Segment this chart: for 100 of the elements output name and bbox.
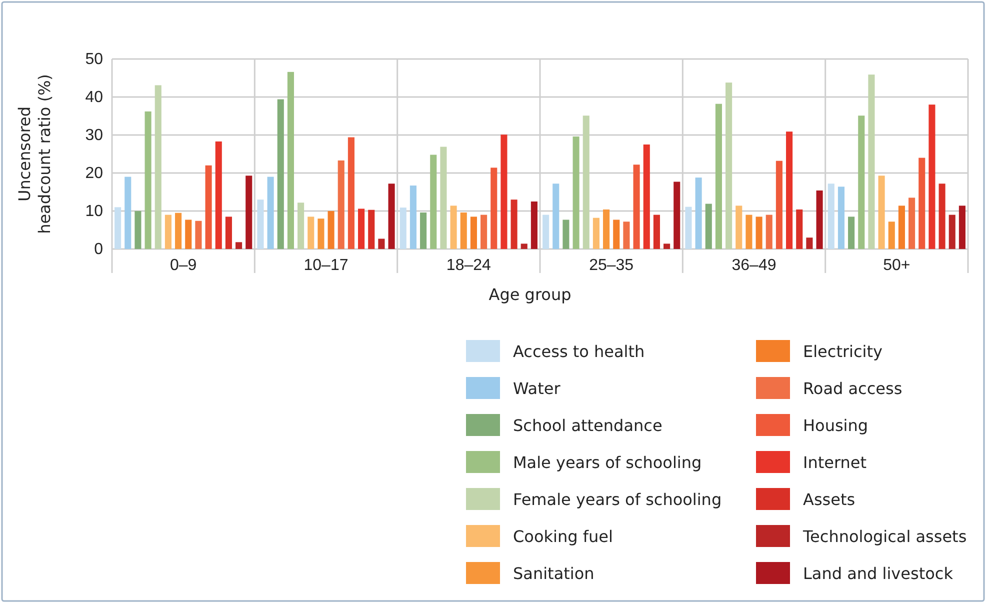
- legend-label: Female years of schooling: [513, 490, 722, 509]
- bar: [828, 184, 834, 249]
- bar: [603, 209, 610, 249]
- bar: [552, 184, 560, 249]
- bar: [246, 176, 252, 249]
- bar: [695, 178, 702, 249]
- bar: [633, 164, 640, 249]
- legend-label: Water: [513, 379, 561, 398]
- y-tick-label: 30: [85, 127, 104, 144]
- bar: [430, 154, 437, 249]
- bar: [440, 146, 447, 249]
- bar: [592, 218, 600, 249]
- bar: [400, 208, 406, 249]
- bar: [450, 206, 457, 249]
- bar: [938, 184, 946, 249]
- bar: [756, 216, 762, 249]
- bar: [562, 220, 570, 249]
- bar: [267, 176, 274, 249]
- bar: [185, 220, 192, 249]
- bar: [308, 216, 314, 249]
- x-tick-label: 36–49: [732, 257, 776, 274]
- bar: [582, 116, 590, 249]
- bar: [175, 212, 182, 249]
- bar: [225, 216, 232, 249]
- x-axis-title: Age group: [488, 285, 572, 304]
- bar: [164, 214, 172, 249]
- bar: [358, 208, 365, 249]
- y-tick-label: 50: [85, 51, 104, 68]
- y-tick-label: 0: [94, 241, 104, 258]
- bar: [410, 186, 416, 249]
- bar: [918, 158, 926, 249]
- bar: [674, 182, 680, 249]
- bar: [816, 190, 823, 249]
- bar: [287, 72, 294, 249]
- x-tick-label: 0–9: [170, 257, 197, 274]
- bar: [205, 165, 212, 249]
- bar: [510, 200, 518, 249]
- bar: [338, 160, 344, 249]
- bar: [500, 134, 508, 249]
- x-tick-label: 25–35: [589, 257, 634, 274]
- bar: [530, 202, 538, 249]
- bar: [388, 184, 395, 249]
- bar: [736, 206, 742, 249]
- bar: [215, 141, 222, 249]
- legend-label: School attendance: [513, 416, 662, 435]
- bar: [124, 176, 132, 249]
- bar: [776, 160, 782, 249]
- legend-label: Internet: [803, 453, 867, 472]
- bar: [520, 244, 528, 249]
- bar: [878, 176, 885, 249]
- bar: [470, 216, 477, 249]
- legend-label: Land and livestock: [803, 564, 954, 583]
- legend-label: Road access: [803, 379, 902, 398]
- bar: [460, 212, 467, 249]
- legend-label: Housing: [803, 416, 868, 435]
- bar: [195, 220, 202, 249]
- y-axis-title: Uncensored headcount ratio (%): [15, 74, 54, 234]
- legend-label: Cooking fuel: [513, 527, 613, 546]
- bar: [766, 214, 772, 249]
- bar: [838, 186, 844, 249]
- bar: [715, 104, 722, 249]
- bar: [154, 85, 162, 249]
- legend-label: Sanitation: [513, 564, 594, 583]
- legend-label: Electricity: [803, 342, 882, 361]
- bar: [480, 214, 488, 249]
- bar: [705, 204, 712, 249]
- bar: [858, 116, 865, 249]
- bar: [298, 202, 304, 249]
- bar: [948, 214, 956, 249]
- bar: [643, 144, 650, 249]
- bar: [726, 82, 732, 249]
- bar: [868, 74, 875, 249]
- legend-label: Assets: [803, 490, 856, 509]
- bar: [786, 132, 793, 249]
- y-tick-label: 40: [85, 89, 104, 106]
- bar: [348, 137, 354, 249]
- bar: [236, 242, 242, 249]
- bar: [328, 211, 334, 249]
- bar: [613, 220, 620, 249]
- x-tick-label: 18–24: [446, 257, 492, 274]
- bar: [796, 209, 803, 249]
- bar: [898, 206, 905, 249]
- bar: [318, 218, 324, 249]
- bar: [134, 211, 142, 249]
- bar: [490, 168, 498, 249]
- bar: [378, 238, 385, 249]
- y-tick-label: 10: [85, 203, 104, 220]
- bar: [653, 214, 660, 249]
- bar: [888, 222, 895, 249]
- bar: [623, 222, 630, 249]
- bar: [114, 207, 122, 249]
- legend-label: Technological assets: [802, 527, 967, 546]
- bar: [420, 212, 427, 249]
- bar: [806, 238, 813, 249]
- bar: [908, 198, 916, 249]
- bar: [746, 214, 752, 249]
- bar: [542, 214, 550, 249]
- x-tick-label: 50+: [883, 257, 910, 274]
- legend-label: Access to health: [513, 342, 645, 361]
- bar: [572, 136, 580, 249]
